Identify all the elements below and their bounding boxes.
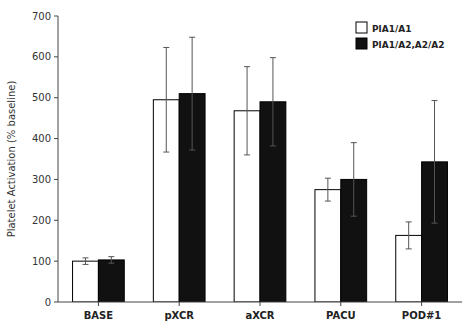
error-line	[85, 258, 86, 265]
bar	[315, 190, 341, 302]
error-cap	[406, 248, 412, 249]
x-tick	[179, 302, 180, 306]
error-bar	[325, 178, 331, 201]
x-tick-label: pXCR	[164, 310, 194, 321]
legend-label: PlA1/A2,A2/A2	[372, 40, 445, 50]
x-tick	[421, 302, 422, 306]
error-cap	[163, 47, 169, 48]
error-cap	[270, 145, 276, 146]
y-tick-label: 400	[32, 133, 51, 144]
legend-swatch	[356, 38, 367, 49]
x-tick	[340, 302, 341, 306]
y-tick-label: 500	[32, 92, 51, 103]
error-bar	[406, 222, 412, 249]
error-line	[353, 143, 354, 217]
x-tick-label: BASE	[84, 310, 114, 321]
error-bar	[432, 101, 438, 224]
x-tick	[98, 302, 99, 306]
x-tick-label: PACU	[326, 310, 356, 321]
y-tick-label: 200	[32, 215, 51, 226]
error-line	[192, 37, 193, 150]
error-cap	[270, 57, 276, 58]
error-cap	[351, 216, 357, 217]
y-tick-label: 100	[32, 256, 51, 267]
bar	[73, 261, 99, 302]
y-tick-label: 700	[32, 11, 51, 22]
error-bar	[108, 257, 114, 264]
y-axis-label: Platelet Activation (% baseline)	[6, 81, 17, 238]
x-tick	[260, 302, 261, 306]
error-bar	[163, 47, 169, 152]
error-bar	[244, 67, 250, 155]
error-cap	[244, 154, 250, 155]
y-tick	[54, 138, 58, 139]
legend-swatch	[356, 22, 367, 33]
y-tick	[54, 302, 58, 303]
x-tick-label: aXCR	[245, 310, 274, 321]
error-line	[434, 101, 435, 224]
y-axis-line	[58, 16, 59, 302]
error-cap	[163, 152, 169, 153]
y-tick-label: 600	[32, 51, 51, 62]
error-line	[111, 257, 112, 264]
error-cap	[325, 201, 331, 202]
legend: PlA1/A1 PlA1/A2,A2/A2	[356, 22, 445, 50]
error-cap	[351, 142, 357, 143]
error-line	[166, 47, 167, 152]
legend-label: PlA1/A1	[372, 24, 411, 34]
error-cap	[189, 37, 195, 38]
y-tick	[54, 97, 58, 98]
error-cap	[244, 66, 250, 67]
y-tick-label: 0	[45, 297, 51, 308]
x-axis-line	[58, 302, 462, 303]
plot-area	[73, 37, 448, 302]
error-cap	[325, 178, 331, 179]
chart: 0 100 200 300 400 500 600 700 Platelet Activatio…	[0, 0, 474, 336]
y-tick	[54, 179, 58, 180]
error-cap	[406, 221, 412, 222]
y-tick	[54, 56, 58, 57]
error-cap	[82, 264, 88, 265]
error-line	[408, 222, 409, 249]
error-cap	[108, 263, 114, 264]
error-line	[247, 67, 248, 155]
y-tick	[54, 16, 58, 17]
error-line	[327, 178, 328, 201]
error-bar	[351, 143, 357, 217]
error-cap	[432, 223, 438, 224]
x-tick-label: POD#1	[402, 310, 442, 321]
error-cap	[189, 150, 195, 151]
y-tick	[54, 261, 58, 262]
error-line	[272, 58, 273, 146]
error-cap	[432, 100, 438, 101]
error-bar	[189, 37, 195, 150]
error-bar	[82, 258, 88, 265]
error-cap	[108, 256, 114, 257]
y-tick	[54, 220, 58, 221]
bar	[98, 260, 124, 302]
error-cap	[82, 257, 88, 258]
y-tick-label: 300	[32, 174, 51, 185]
error-bar	[270, 58, 276, 146]
